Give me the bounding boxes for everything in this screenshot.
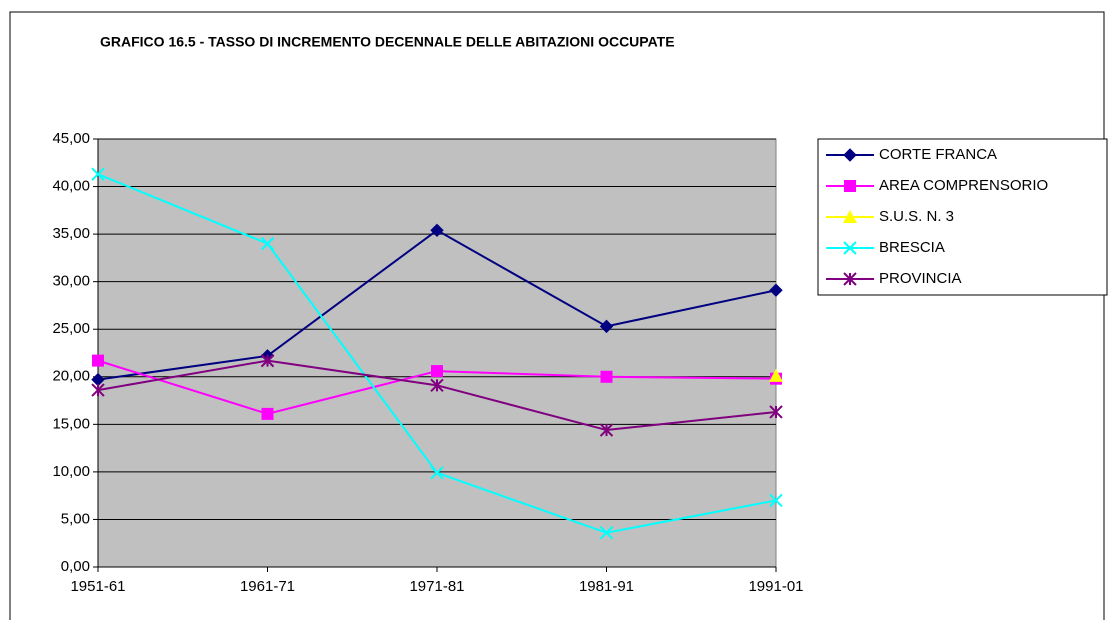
x-tick-label: 1951-61 [70, 578, 125, 595]
x-tick-label: 1961-71 [240, 578, 295, 595]
legend-label: CORTE FRANCA [879, 146, 997, 163]
marker [769, 405, 783, 419]
marker [430, 378, 444, 393]
marker [92, 354, 104, 367]
marker [769, 368, 783, 382]
x-tick-label: 1991-01 [748, 578, 803, 595]
marker [431, 365, 443, 378]
y-tick-label: 10,00 [52, 463, 90, 480]
y-tick-label: 40,00 [52, 178, 90, 195]
marker [844, 180, 856, 192]
marker [843, 210, 857, 223]
marker [843, 148, 857, 162]
marker [599, 423, 614, 437]
marker [430, 466, 444, 480]
chart-title: GRAFICO 16.5 - TASSO DI INCREMENTO DECEN… [100, 34, 675, 50]
y-tick-label: 35,00 [52, 225, 90, 242]
y-tick-label: 25,00 [52, 320, 90, 337]
marker [600, 370, 613, 383]
marker [91, 383, 105, 397]
y-tick-label: 30,00 [52, 273, 90, 290]
plot-area [97, 138, 777, 568]
marker [91, 167, 105, 181]
marker [599, 526, 614, 540]
y-tick-label: 45,00 [52, 130, 90, 147]
y-tick-label: 5,00 [61, 510, 90, 527]
x-tick-label: 1971-81 [409, 578, 464, 595]
x-tick-label: 1981-91 [579, 578, 634, 595]
legend-label: S.U.S. N. 3 [879, 208, 954, 225]
y-tick-label: 15,00 [52, 415, 90, 432]
marker [843, 272, 857, 286]
marker [599, 319, 614, 334]
legend-label: AREA COMPRENSORIO [879, 177, 1048, 194]
marker [261, 407, 274, 420]
marker [260, 236, 275, 251]
legend-label: PROVINCIA [879, 270, 962, 287]
marker [769, 493, 783, 508]
marker [843, 241, 857, 255]
marker [769, 283, 783, 297]
marker [260, 353, 275, 368]
y-tick-label: 0,00 [61, 558, 90, 575]
y-tick-label: 20,00 [52, 368, 90, 385]
legend-label: BRESCIA [879, 239, 945, 256]
marker [430, 223, 444, 238]
